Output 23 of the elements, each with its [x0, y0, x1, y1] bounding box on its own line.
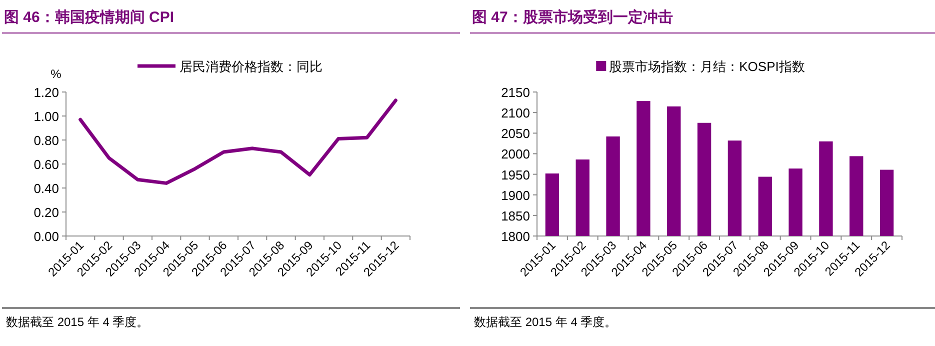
y-axis-title: %	[50, 67, 62, 81]
y-tick-label: 1850	[501, 208, 530, 224]
y-tick-label: 1.20	[34, 85, 59, 100]
y-tick-label: 2050	[501, 126, 530, 142]
y-tick-label: 0.00	[34, 229, 59, 244]
y-tick-label: 1800	[501, 229, 530, 244]
text: 数据截至 2015 年 4 季度。	[6, 315, 149, 329]
y-tick-label: 0.20	[34, 205, 59, 220]
legend-label: 居民消费价格指数：同比	[180, 59, 322, 74]
text: 数据截至 2015 年 4 季度。	[474, 315, 617, 329]
chart-title: 图 47：股票市场受到一定冲击	[472, 8, 673, 26]
legend-label: 股票市场指数：月结：KOSPI指数	[609, 59, 805, 74]
chart-title: 图 46：韩国疫情期间 CPI	[4, 9, 174, 26]
y-tick-label: 1900	[501, 188, 530, 203]
y-tick-label: 0.80	[34, 133, 59, 148]
y-tick-label: 2000	[501, 146, 530, 162]
y-tick-label: 1950	[501, 167, 530, 182]
y-tick-label: 2150	[501, 85, 530, 100]
y-tick-label: 0.40	[34, 181, 59, 196]
y-tick-label: 0.60	[34, 157, 59, 172]
y-tick-label: 2100	[501, 106, 530, 121]
y-tick-label: 1.00	[34, 109, 59, 124]
line-series	[78, 98, 398, 185]
